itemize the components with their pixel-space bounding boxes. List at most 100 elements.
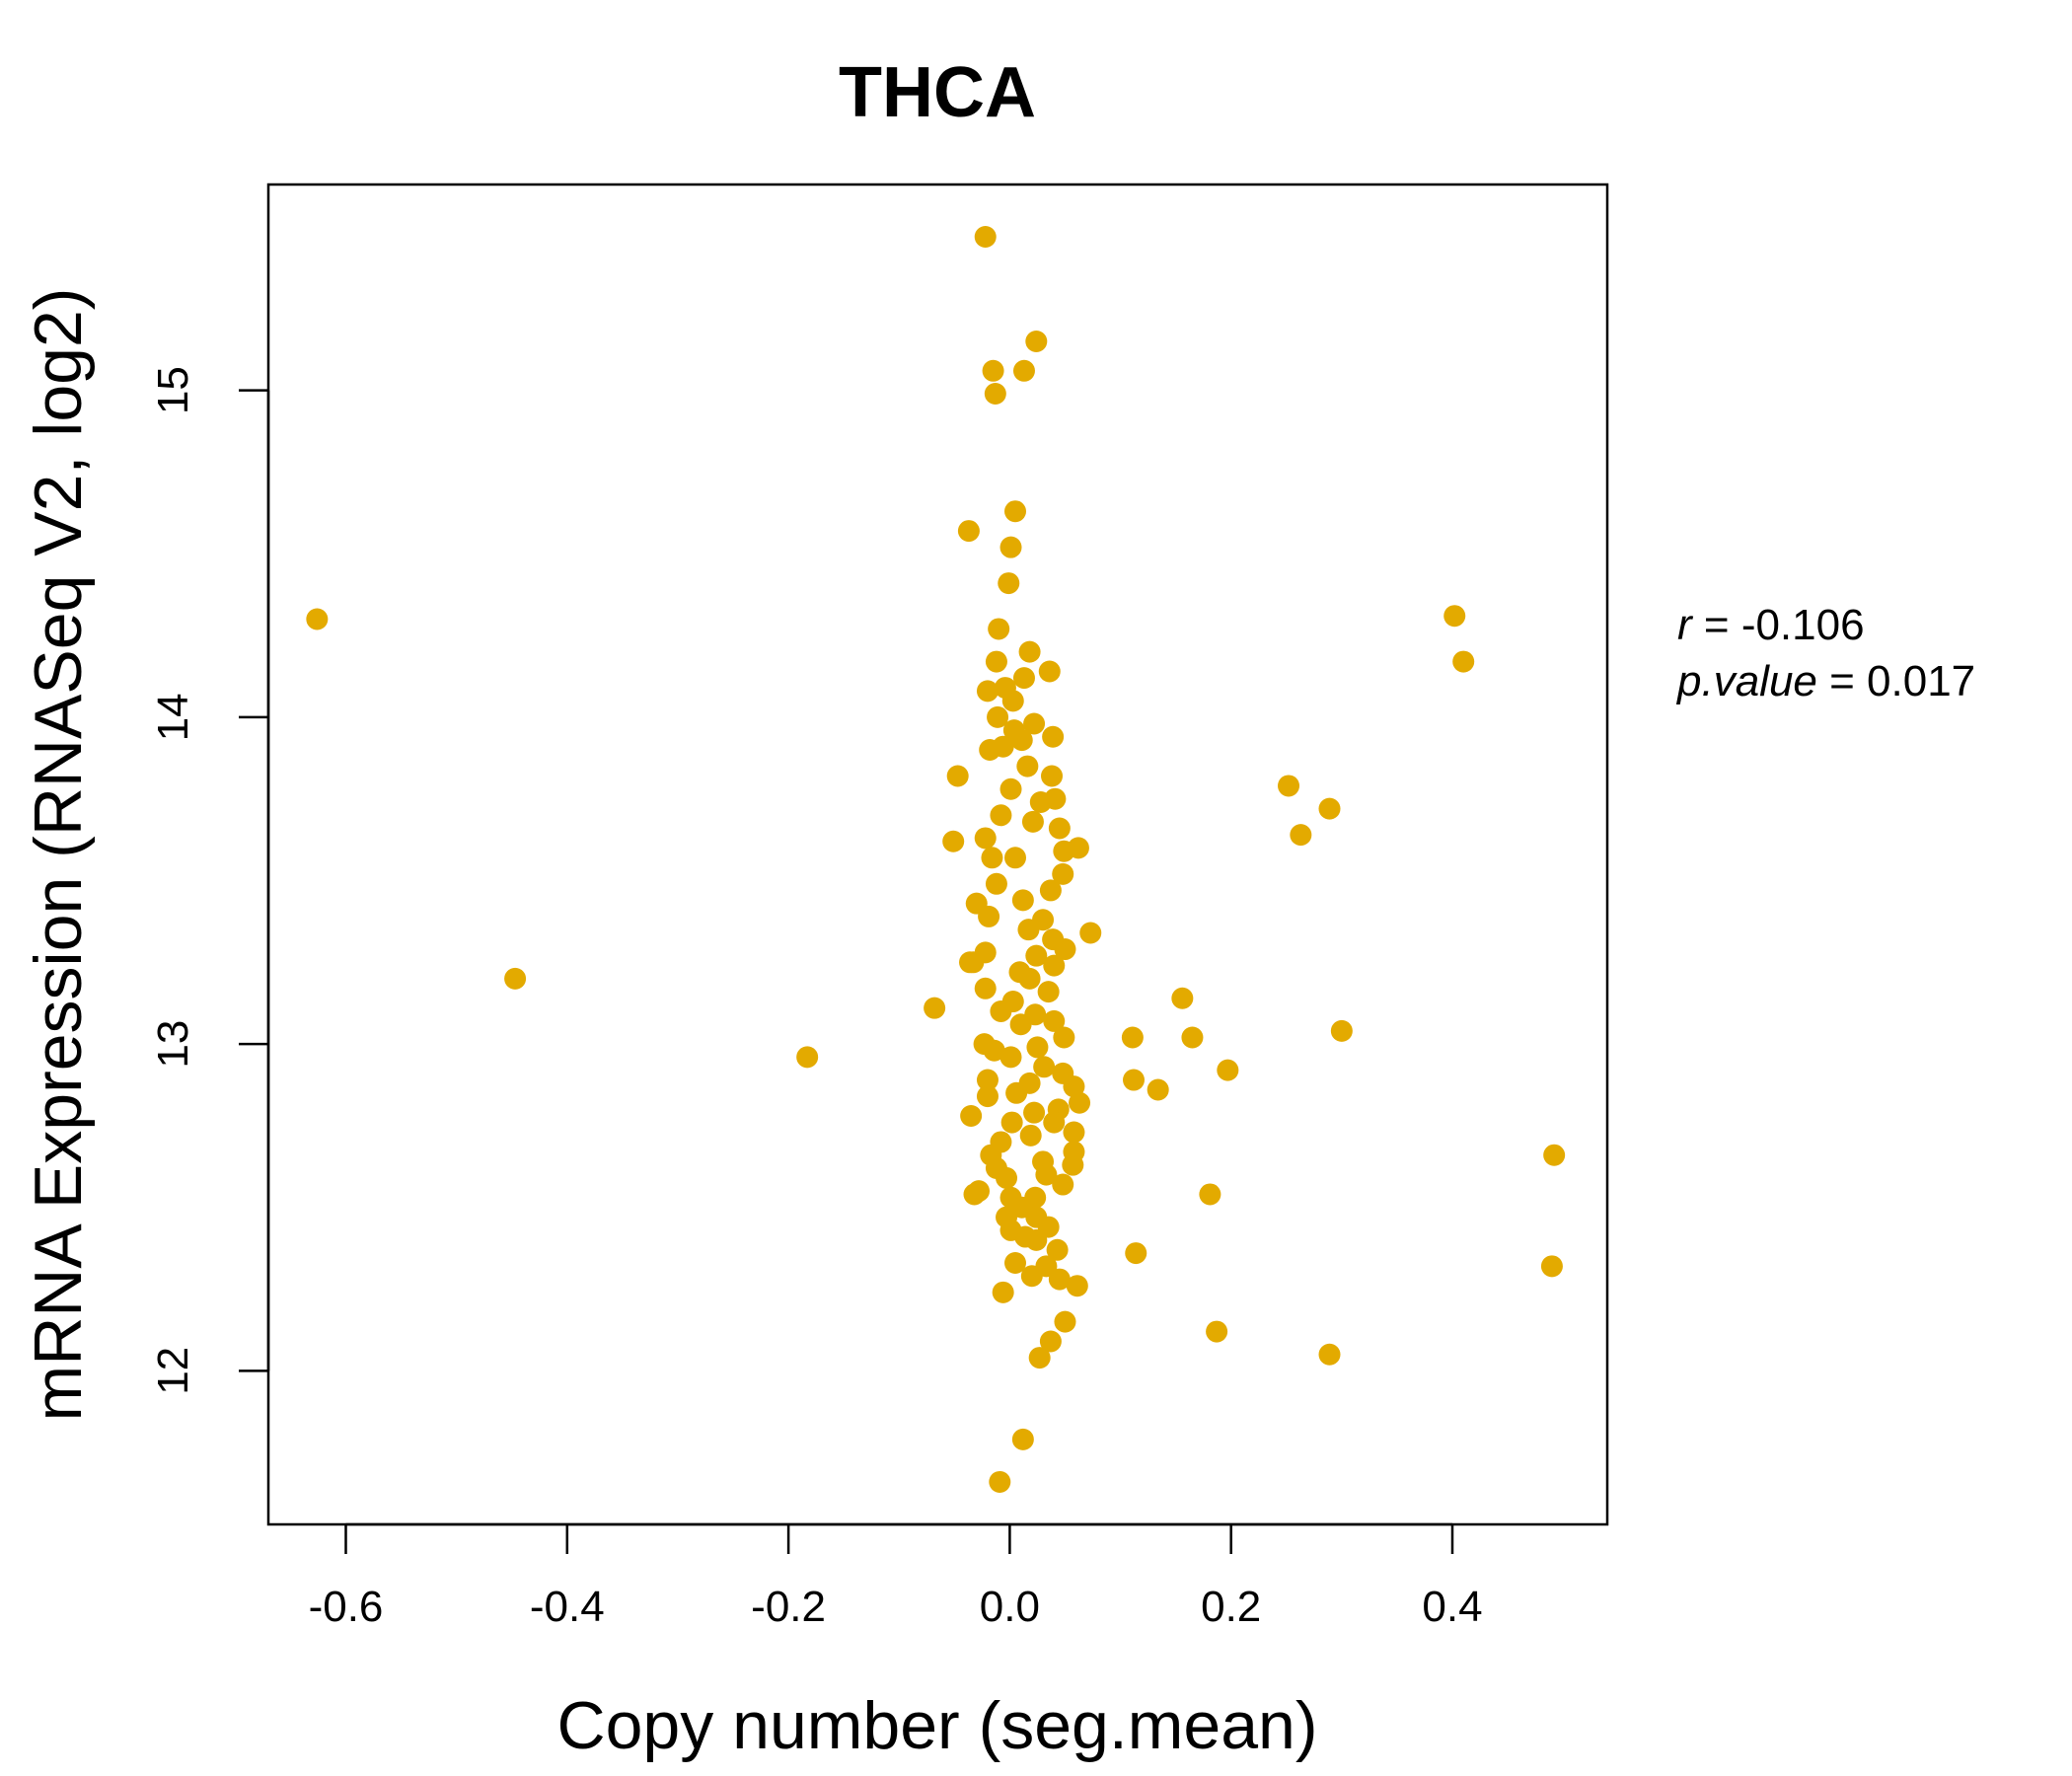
data-point xyxy=(1171,987,1194,1009)
data-point xyxy=(1121,1026,1144,1049)
data-point xyxy=(1018,967,1041,990)
data-point xyxy=(1052,1173,1074,1196)
data-point xyxy=(987,705,1009,728)
data-point xyxy=(1206,1320,1228,1343)
chart-title: THCA xyxy=(839,53,1036,132)
data-point xyxy=(974,225,997,248)
x-tick-label: -0.2 xyxy=(751,1583,826,1631)
data-point xyxy=(306,608,329,630)
data-point xyxy=(1046,1238,1069,1261)
data-point xyxy=(1021,810,1044,833)
data-point xyxy=(1048,817,1071,840)
data-point xyxy=(924,997,946,1019)
x-tick-label: 0.2 xyxy=(1201,1583,1261,1631)
data-point xyxy=(1033,1056,1056,1078)
data-point xyxy=(976,680,999,703)
data-point xyxy=(1041,765,1064,787)
x-tick-label: -0.4 xyxy=(530,1583,605,1631)
data-point xyxy=(504,967,527,990)
data-point xyxy=(1011,889,1034,912)
data-point xyxy=(957,520,980,543)
data-point xyxy=(1025,1228,1048,1251)
data-point xyxy=(1199,1183,1221,1206)
data-point xyxy=(1018,640,1041,663)
data-point xyxy=(1063,1121,1085,1144)
data-point xyxy=(1123,1069,1146,1091)
data-point xyxy=(1009,1013,1032,1036)
y-tick-label: 12 xyxy=(149,1347,197,1395)
data-point xyxy=(974,977,997,999)
data-point xyxy=(1020,1265,1043,1288)
x-axis: -0.6 -0.4 -0.2 0.0 0.2 0.4 xyxy=(309,1522,1483,1631)
x-tick-label: 0.4 xyxy=(1422,1583,1482,1631)
data-point xyxy=(942,830,965,852)
data-point xyxy=(1028,1347,1051,1369)
y-tick-label: 14 xyxy=(149,693,197,741)
data-point xyxy=(989,1470,1011,1493)
data-point xyxy=(978,905,1000,927)
data-point xyxy=(1043,1111,1066,1134)
data-point xyxy=(1181,1026,1204,1049)
data-point xyxy=(1048,1268,1071,1291)
data-point xyxy=(983,1039,1005,1062)
data-point xyxy=(1039,1330,1062,1353)
data-point xyxy=(1543,1144,1566,1166)
data-point xyxy=(985,872,1007,895)
data-point xyxy=(796,1046,819,1069)
data-point xyxy=(1443,605,1466,628)
x-tick-label: -0.6 xyxy=(309,1583,384,1631)
data-point xyxy=(1540,1255,1563,1278)
data-point xyxy=(1004,847,1027,869)
y-axis: 12 13 14 15 xyxy=(149,366,270,1395)
p-value: 0.017 xyxy=(1867,657,1975,705)
data-point xyxy=(1054,938,1076,961)
correlation-stat: r = -0.106 xyxy=(1677,601,1865,649)
x-tick-label: 0.0 xyxy=(980,1583,1040,1631)
data-point xyxy=(1069,1091,1091,1114)
data-point xyxy=(1038,660,1061,683)
data-point xyxy=(1000,1111,1023,1134)
data-point xyxy=(1147,1078,1169,1101)
data-point xyxy=(984,382,1006,405)
data-point xyxy=(962,951,985,974)
data-point xyxy=(976,1085,999,1108)
data-point xyxy=(974,827,997,850)
data-point xyxy=(1053,840,1075,862)
data-point xyxy=(1043,954,1066,977)
data-point xyxy=(999,536,1022,558)
p-value-stat: p.value = 0.017 xyxy=(1675,657,1975,705)
data-point xyxy=(1011,1428,1034,1450)
data-point xyxy=(1039,879,1062,902)
data-point xyxy=(976,1069,999,1091)
data-point xyxy=(1035,1163,1058,1186)
data-point xyxy=(1025,330,1048,352)
data-point xyxy=(998,572,1020,595)
data-point xyxy=(1004,500,1027,523)
data-point xyxy=(982,359,1004,382)
data-point xyxy=(946,765,969,787)
data-point xyxy=(1290,824,1312,847)
r-label: r xyxy=(1677,601,1694,649)
data-point xyxy=(999,777,1022,800)
data-point xyxy=(1012,359,1035,382)
data-point xyxy=(999,1046,1022,1069)
y-tick-label: 15 xyxy=(149,366,197,414)
data-point xyxy=(1452,650,1475,673)
data-point xyxy=(1001,690,1024,712)
data-point xyxy=(985,650,1007,673)
data-point xyxy=(990,999,1012,1022)
r-value: -0.106 xyxy=(1741,601,1865,649)
y-tick-label: 13 xyxy=(149,1020,197,1069)
x-axis-title: Copy number (seg.mean) xyxy=(556,1688,1317,1763)
data-point xyxy=(1066,1275,1088,1297)
data-point xyxy=(1318,797,1341,820)
data-point xyxy=(1004,1252,1027,1275)
r-equals: = xyxy=(1692,601,1741,649)
plot-frame xyxy=(266,183,1609,1526)
data-point xyxy=(1026,1036,1049,1059)
data-point xyxy=(1318,1343,1341,1366)
data-point xyxy=(1053,1026,1075,1049)
data-point xyxy=(981,847,1003,869)
p-equals: = xyxy=(1817,657,1867,705)
